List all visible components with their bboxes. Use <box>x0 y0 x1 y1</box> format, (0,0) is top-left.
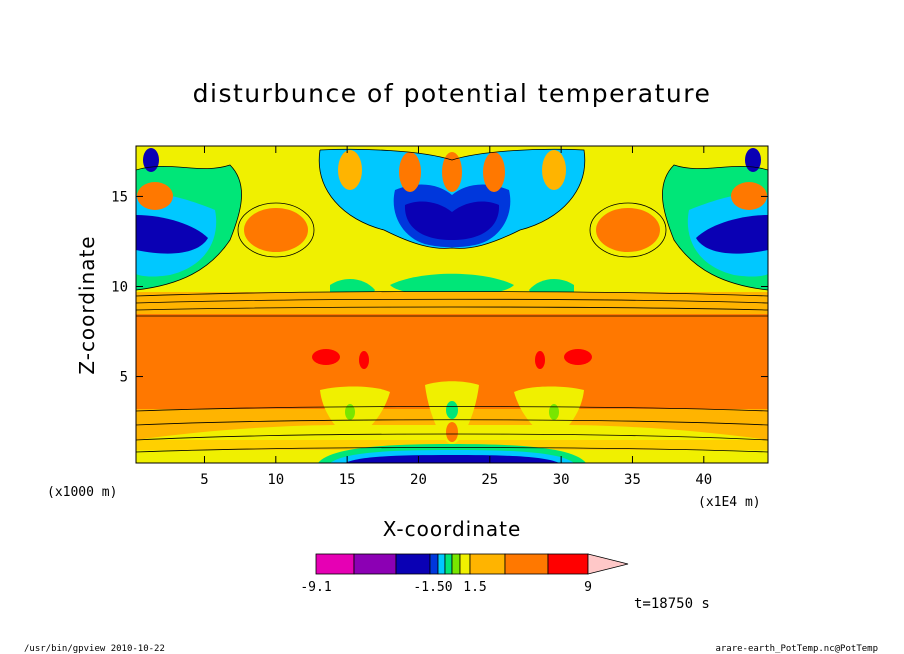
contour-orange-cell-5 <box>542 150 566 190</box>
x-tick-label: 30 <box>553 472 570 488</box>
x-tick-label: 15 <box>339 472 356 488</box>
contour-orange-cell-2 <box>399 152 421 192</box>
colorbar-labels: -9.1 -1.50 1.5 9 <box>300 580 592 595</box>
contour-orange-left-upper <box>244 208 308 252</box>
colorbar-swatch <box>437 553 446 575</box>
contour-yellow-lower-left <box>320 386 390 440</box>
footer-right: arare-earth_PotTemp.nc@PotTemp <box>715 644 878 654</box>
x-tick-label: 35 <box>624 472 641 488</box>
contour-green-lower-3 <box>549 404 559 420</box>
colorbar-swatch <box>469 553 506 575</box>
x-tick-label: 10 <box>267 472 284 488</box>
x-tick-label: 40 <box>695 472 712 488</box>
colorbar-label-min: -9.1 <box>300 580 331 595</box>
colorbar-swatch <box>504 553 549 575</box>
colorbar-swatch <box>353 553 397 575</box>
contour-orange-right-upper <box>596 208 660 252</box>
contour-blue-corner-right <box>745 148 761 172</box>
x-tick-label: 20 <box>410 472 427 488</box>
contour-blue-corner-left <box>143 148 159 172</box>
contour-darkblue-center <box>404 201 500 240</box>
x-axis-label: X-coordinate <box>383 517 522 541</box>
colorbar-swatch <box>395 553 431 575</box>
y-axis-label: Z-coordinate <box>75 235 99 374</box>
colorbar-swatch <box>459 553 471 575</box>
contour-lines <box>136 148 768 453</box>
colorbar-swatch <box>547 553 589 575</box>
contour-blue-right <box>696 215 768 254</box>
time-label: t=18750 s <box>634 596 710 612</box>
contour-orange-corner-left <box>137 182 173 210</box>
contour-orange-lower-center <box>446 422 458 442</box>
contour-orange-cell-4 <box>483 152 505 192</box>
contour-green-mid <box>390 273 514 297</box>
contour-orange-corner-right <box>731 182 767 210</box>
footer-left: /usr/bin/gpview 2010-10-22 <box>24 644 165 654</box>
colorbar-label-neg: -1.50 <box>413 580 452 595</box>
contour-red-right-small <box>535 351 545 369</box>
contour-green-lower-1 <box>345 404 355 420</box>
colorbar-label-pos: 1.5 <box>463 580 486 595</box>
y-tick-label: 10 <box>111 279 128 295</box>
contour-red-left <box>312 349 340 365</box>
contour-yellow-lower-right <box>514 386 584 440</box>
contour-red-left-small <box>359 351 369 369</box>
colorbar-swatch <box>451 553 461 575</box>
colorbar-swatch <box>315 553 355 575</box>
contour-orange-cell-3 <box>442 152 462 192</box>
contour-green-lower-2 <box>446 401 458 419</box>
band-upper <box>136 292 768 314</box>
y-tick-label: 5 <box>120 370 128 386</box>
x-tick-label: 25 <box>481 472 498 488</box>
y-axis: 5 10 15 <box>111 189 768 386</box>
contour-bottom-blue <box>345 455 559 463</box>
contour-blue-left <box>136 215 208 254</box>
plot-area <box>136 146 768 463</box>
colorbar-swatch <box>429 553 439 575</box>
x-axis: 5 10 15 20 25 30 35 40 <box>200 146 712 488</box>
y-tick-label: 15 <box>111 189 128 205</box>
contour-orange-cell-1 <box>338 150 362 190</box>
x-scale-note: (x1000 m) <box>47 485 117 500</box>
chart-title: disturbunce of potential temperature <box>193 79 712 108</box>
colorbar-extend-triangle <box>587 553 629 575</box>
colorbar-label-max: 9 <box>584 580 592 595</box>
colorbar <box>315 553 629 575</box>
colorbar-swatch <box>444 553 453 575</box>
x-tick-label: 5 <box>200 472 208 488</box>
x-unit-note: (x1E4 m) <box>698 495 761 510</box>
plot-frame <box>135 145 769 464</box>
contour-red-right <box>564 349 592 365</box>
